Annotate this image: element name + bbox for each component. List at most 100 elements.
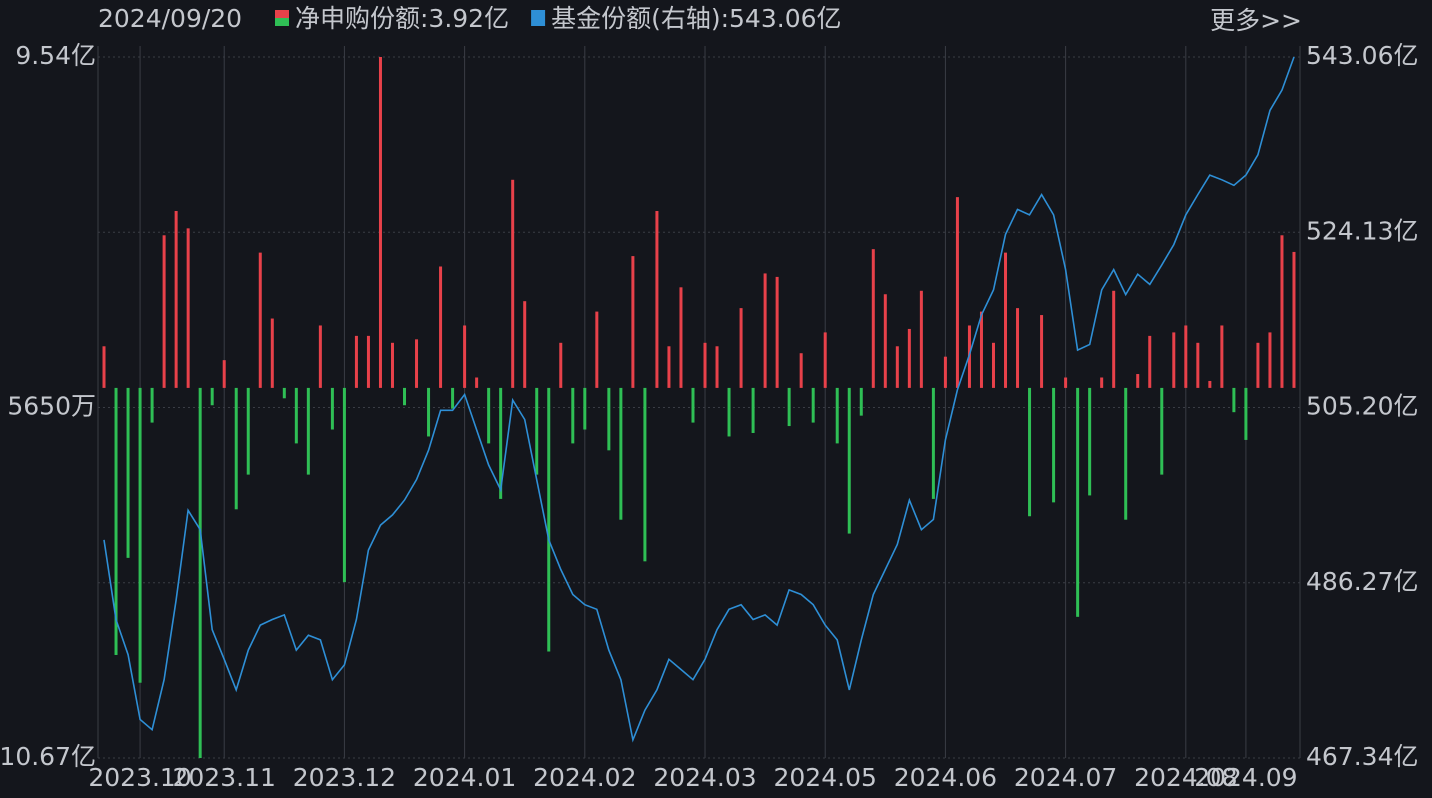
bar — [1256, 342, 1260, 388]
bar — [1064, 377, 1068, 388]
bar — [1100, 377, 1104, 388]
line — [103, 56, 1295, 743]
bar — [1052, 387, 1056, 503]
bar — [463, 325, 467, 388]
bar — [979, 311, 983, 388]
bar — [919, 290, 923, 388]
bar — [198, 387, 202, 758]
date: 2024/09/20 — [98, 4, 242, 33]
bar — [823, 332, 827, 388]
legend-swatch — [531, 10, 546, 26]
bar — [427, 387, 431, 437]
x-tick-label: 2024.02 — [533, 763, 636, 792]
bar — [330, 387, 334, 430]
x-tick-label: 2024.08 — [1134, 763, 1237, 792]
bar — [907, 328, 911, 388]
bar — [883, 294, 887, 388]
x-tick-label: 2024.01 — [413, 763, 516, 792]
bar — [547, 387, 551, 652]
bar — [835, 387, 839, 444]
bar — [931, 387, 935, 499]
bar — [102, 346, 106, 388]
bar — [739, 308, 743, 388]
bar — [595, 311, 599, 388]
bar — [294, 387, 298, 444]
bar — [799, 353, 803, 388]
legend-swatch — [275, 18, 289, 26]
bar — [258, 252, 262, 388]
bar — [234, 387, 238, 510]
bar — [1028, 387, 1032, 517]
x-tick-label: 2024.03 — [653, 763, 756, 792]
bar — [559, 342, 563, 388]
bar — [366, 335, 370, 388]
bar — [667, 346, 671, 388]
bar — [415, 339, 419, 388]
bar — [246, 387, 250, 475]
bar — [306, 387, 310, 475]
bar — [1184, 325, 1188, 388]
bar — [390, 342, 394, 388]
y2-tick-label: 505.20亿 — [1306, 392, 1418, 421]
legend-swatch — [275, 10, 289, 18]
bar — [318, 325, 322, 388]
bar — [282, 387, 286, 399]
bar — [847, 387, 851, 534]
bar — [210, 387, 214, 406]
bar — [354, 335, 358, 388]
bar — [511, 179, 515, 388]
bar — [126, 387, 130, 558]
bar — [943, 356, 947, 388]
bar — [655, 211, 659, 388]
bar — [222, 360, 226, 388]
bar — [487, 387, 491, 444]
bar — [138, 387, 142, 683]
bar — [1148, 335, 1152, 388]
x-tick-label: 2024.07 — [1014, 763, 1117, 792]
x-tick-label: 2023.12 — [293, 763, 396, 792]
bar — [1232, 387, 1236, 413]
bar — [955, 197, 959, 388]
y-tick-label: 10.67亿 — [0, 742, 96, 771]
bar — [1160, 387, 1164, 475]
bar — [1220, 325, 1224, 388]
more-link[interactable]: 更多>> — [1210, 6, 1302, 35]
bar — [1004, 252, 1008, 388]
y-tick-label: 9.54亿 — [15, 41, 96, 70]
y2-tick-label: 524.13亿 — [1306, 216, 1418, 245]
bar — [451, 387, 455, 409]
x-tick-label: 2024.09 — [1194, 763, 1297, 792]
bar — [439, 266, 443, 388]
bar — [342, 387, 346, 583]
bar — [174, 211, 178, 388]
bar — [535, 387, 539, 475]
bar — [1172, 332, 1176, 388]
bar — [619, 387, 623, 520]
bar — [763, 273, 767, 388]
bar — [1136, 374, 1140, 388]
y2-tick-label: 486.27亿 — [1306, 567, 1418, 596]
bar — [270, 318, 274, 388]
y2-tick-label: 543.06亿 — [1306, 41, 1418, 70]
bar — [751, 387, 755, 433]
bar — [859, 387, 863, 416]
bar — [583, 387, 587, 430]
bar — [1208, 380, 1212, 388]
bar — [1112, 290, 1116, 388]
bar — [631, 256, 635, 388]
bar — [727, 387, 731, 437]
bar — [1040, 315, 1044, 388]
bar — [475, 377, 479, 388]
bar — [643, 387, 647, 562]
bar — [895, 346, 899, 388]
x-tick-label: 2023.10 — [88, 763, 191, 792]
y2-tick-label: 467.34亿 — [1306, 742, 1418, 771]
bar — [991, 342, 995, 388]
bar — [1244, 387, 1248, 440]
bar — [871, 249, 875, 388]
bar — [715, 346, 719, 388]
bar — [523, 301, 527, 388]
